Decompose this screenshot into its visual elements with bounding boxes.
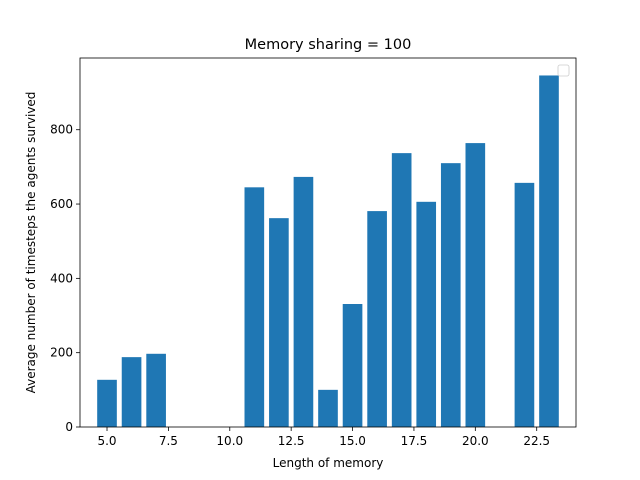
bar-16 bbox=[367, 211, 387, 427]
legend-box bbox=[557, 64, 570, 77]
y-tick-label: 200 bbox=[50, 346, 73, 360]
bar-13 bbox=[293, 176, 314, 427]
legend-empty-box bbox=[557, 64, 570, 77]
x-tick-label: 15.0 bbox=[339, 434, 366, 448]
y-tick-label: 600 bbox=[50, 197, 73, 211]
y-tick-label: 0 bbox=[65, 420, 73, 434]
bar-20 bbox=[465, 143, 486, 427]
bar-14 bbox=[318, 389, 338, 427]
x-tick-label: 17.5 bbox=[401, 434, 428, 448]
bar-18 bbox=[416, 201, 437, 427]
y-axis-label: Average number of timesteps the agents s… bbox=[24, 92, 38, 394]
y-axis-ticks: 0 200 400 600 800 bbox=[50, 123, 80, 434]
x-axis-ticks: 5.0 7.5 10.0 12.5 15.0 17.5 20.0 22.5 bbox=[97, 427, 550, 448]
x-tick-label: 7.5 bbox=[159, 434, 178, 448]
bars-layer bbox=[97, 75, 559, 427]
bar-12 bbox=[269, 218, 289, 427]
bar-15 bbox=[342, 304, 363, 427]
x-tick-label: 20.0 bbox=[462, 434, 489, 448]
y-tick-label: 800 bbox=[50, 123, 73, 137]
bar-19 bbox=[440, 163, 461, 427]
chart-title: Memory sharing = 100 bbox=[245, 37, 412, 53]
x-tick-label: 10.0 bbox=[216, 434, 243, 448]
bar-17 bbox=[391, 153, 412, 427]
x-tick-label: 5.0 bbox=[97, 434, 116, 448]
y-tick-label: 400 bbox=[50, 271, 73, 285]
bar-11 bbox=[244, 187, 265, 427]
bar-6 bbox=[121, 357, 142, 427]
bar-23 bbox=[539, 75, 559, 427]
x-axis-label: Length of memory bbox=[273, 456, 384, 470]
x-tick-label: 12.5 bbox=[278, 434, 305, 448]
x-tick-label: 22.5 bbox=[523, 434, 550, 448]
plot-frame bbox=[79, 57, 577, 428]
bar-22 bbox=[514, 182, 535, 427]
bar-5 bbox=[97, 379, 117, 427]
bar-7 bbox=[146, 353, 166, 427]
